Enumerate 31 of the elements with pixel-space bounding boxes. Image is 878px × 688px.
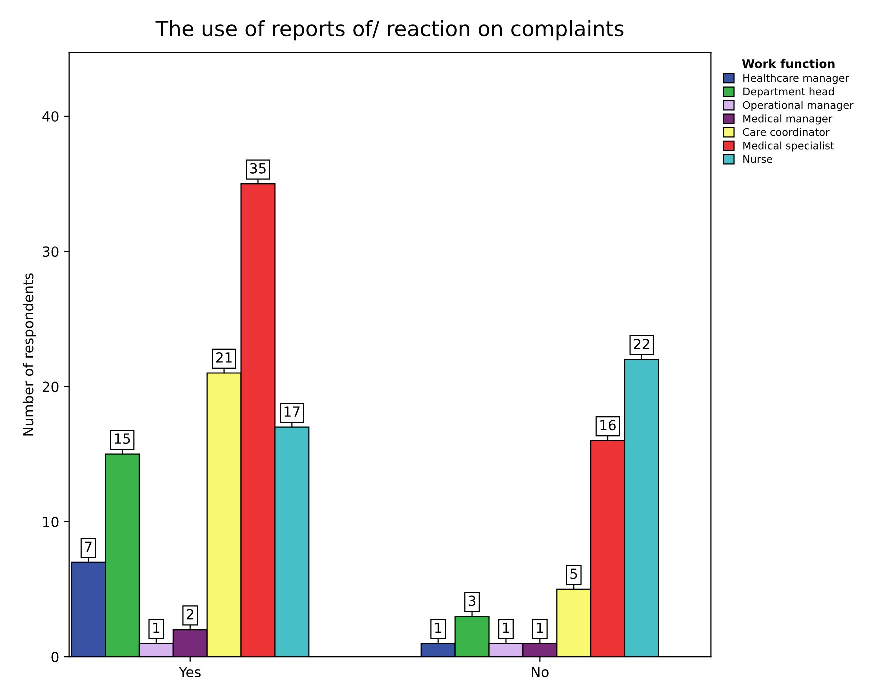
data-label: 1 [503, 622, 510, 634]
x-tick-label: No [532, 667, 549, 678]
data-label: 7 [85, 542, 92, 552]
legend-label: Healthcare manager [744, 74, 850, 84]
data-label: 2 [186, 609, 194, 620]
data-label: 3 [468, 596, 476, 606]
legend-label: Nurse [744, 156, 773, 164]
legend-label: Department head [744, 88, 834, 98]
data-label: 22 [634, 338, 650, 350]
x-tick-label: Yes [179, 667, 201, 678]
legend-label: Medical manager [744, 114, 833, 125]
chart-title: The use of reports of/ reaction on complaints [156, 20, 624, 41]
data-label: 1 [537, 622, 544, 634]
data-label: 15 [115, 434, 130, 444]
legend-title: Work function [742, 59, 835, 68]
data-label: 16 [600, 420, 616, 431]
data-label: 17 [284, 406, 300, 417]
legend-label: Operational manager [743, 101, 854, 112]
y-tick-label: 40 [42, 111, 59, 122]
y-tick-label: 30 [43, 246, 59, 258]
legend-label: Medical specialist [744, 142, 834, 152]
legend-label: Care coordinator [743, 128, 830, 136]
data-label: 1 [154, 622, 160, 634]
data-label: 1 [435, 622, 442, 634]
y-axis-title: Number of respondents [22, 274, 36, 436]
y-tick-label: 0 [52, 652, 59, 663]
data-label: 21 [216, 352, 232, 363]
data-label: 35 [250, 163, 266, 174]
data-label: 5 [570, 568, 578, 580]
y-tick-label: 10 [43, 516, 59, 528]
y-tick-label: 20 [42, 382, 59, 392]
